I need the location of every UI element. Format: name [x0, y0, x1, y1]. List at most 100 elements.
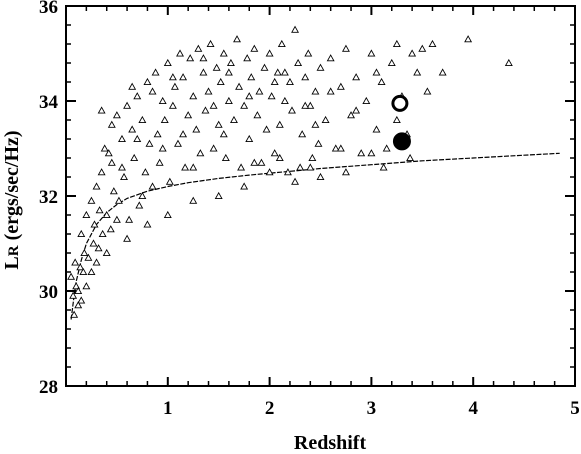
data-point-triangle: [314, 139, 323, 147]
x-tick-label: 3: [367, 398, 377, 419]
data-point-triangle: [168, 101, 177, 109]
data-point-triangle: [316, 172, 325, 181]
data-point-triangle: [189, 196, 198, 204]
data-point-triangle: [418, 44, 427, 52]
y-tick-label: 28: [39, 377, 58, 398]
data-point-triangle: [145, 139, 154, 147]
data-point-triangle: [138, 115, 147, 124]
x-tick-label: 4: [468, 398, 478, 419]
x-axis-title: Redshift: [294, 432, 367, 454]
data-point-triangle: [262, 125, 271, 133]
data-point-triangle: [301, 73, 310, 81]
data-point-triangle: [79, 267, 88, 276]
y-tick-label: 30: [39, 282, 58, 303]
data-point-triangle: [326, 87, 335, 95]
data-point-triangle: [372, 68, 381, 76]
data-point-triangle: [181, 163, 190, 171]
data-point-triangle: [163, 210, 172, 219]
data-point-triangle: [77, 229, 86, 238]
data-point-triangle: [141, 168, 150, 176]
data-point-triangle: [379, 163, 388, 171]
data-point-triangle: [504, 58, 513, 67]
data-point-triangle: [352, 106, 361, 114]
data-point-triangle: [219, 130, 228, 138]
data-point-triangle: [106, 225, 115, 233]
y-tick-label: 36: [39, 0, 58, 18]
data-point-triangle: [438, 68, 447, 76]
data-point-triangle: [133, 134, 142, 143]
data-point-triangle: [174, 139, 182, 147]
data-point-triangle: [192, 125, 201, 133]
data-point-triangle: [216, 77, 225, 86]
data-point-triangle: [372, 125, 381, 133]
data-point-triangle: [413, 68, 422, 76]
y-tick-label: 34: [39, 92, 59, 113]
data-point-triangle: [163, 58, 172, 67]
data-point-triangle: [158, 144, 167, 152]
data-point-triangle: [92, 182, 101, 190]
data-point-triangle: [143, 77, 152, 86]
data-point-triangle: [247, 73, 256, 81]
data-point-triangle: [219, 49, 228, 57]
data-point-open-circle: [391, 94, 409, 112]
data-point-triangle: [270, 149, 279, 157]
data-point-triangle: [392, 39, 401, 48]
data-point-triangle: [80, 248, 89, 257]
data-point-filled-circle: [392, 132, 411, 151]
limit-curve: [70, 152, 560, 320]
data-point-triangle: [257, 158, 266, 166]
data-point-triangle: [235, 82, 244, 90]
data-point-triangle: [71, 258, 80, 266]
data-point-triangle: [296, 163, 305, 171]
data-point-triangle: [243, 54, 252, 62]
data-point-triangle: [69, 291, 78, 299]
data-point-triangle: [224, 68, 233, 76]
data-point-triangle: [130, 153, 139, 162]
data-point-triangle: [316, 63, 325, 71]
data-point-triangle: [357, 149, 366, 157]
data-point-triangle: [128, 125, 137, 133]
data-point-triangle: [260, 63, 269, 71]
data-point-triangle: [138, 191, 147, 200]
data-point-triangle: [179, 73, 188, 81]
data-point-triangle: [267, 92, 276, 100]
x-tick-label: 2: [265, 398, 275, 419]
data-point-triangle: [92, 258, 101, 266]
data-point-triangle: [311, 120, 320, 128]
data-point-triangle: [97, 168, 106, 176]
data-point-triangle: [165, 177, 174, 185]
data-point-triangle: [367, 149, 376, 157]
data-point-triangle: [70, 310, 79, 318]
x-tick-label: 1: [163, 398, 173, 419]
data-point-triangle: [291, 177, 300, 185]
data-point-triangle: [151, 68, 160, 76]
data-point-triangle: [209, 144, 218, 152]
data-point-triangle: [112, 215, 121, 223]
data-point-triangle: [135, 201, 144, 209]
data-point-triangle: [204, 87, 213, 95]
data-point-triangle: [280, 68, 289, 76]
data-point-triangle: [104, 149, 113, 157]
y-axis-title: LR (ergs/sec/Hz): [1, 130, 23, 269]
data-point-triangle: [125, 215, 134, 223]
data-point-triangle: [194, 44, 203, 52]
data-point-triangle: [118, 163, 126, 171]
data-point-triangle: [212, 63, 221, 71]
y-axis-title-sub: R: [6, 245, 22, 256]
data-point-triangle: [275, 153, 284, 162]
data-point-triangle: [148, 87, 157, 95]
data-point-triangle: [280, 96, 289, 105]
data-point-triangle: [76, 263, 85, 271]
data-point-triangle: [387, 58, 396, 67]
data-point-triangle: [306, 163, 315, 171]
data-point-triangle: [186, 54, 195, 62]
data-point-triangle: [214, 191, 223, 200]
data-point-triangle: [102, 248, 111, 257]
data-point-triangle: [214, 120, 223, 128]
data-point-triangle: [347, 111, 356, 119]
data-point-triangle: [89, 239, 98, 247]
data-point-triangle: [273, 68, 282, 76]
data-point-triangle: [265, 168, 274, 176]
